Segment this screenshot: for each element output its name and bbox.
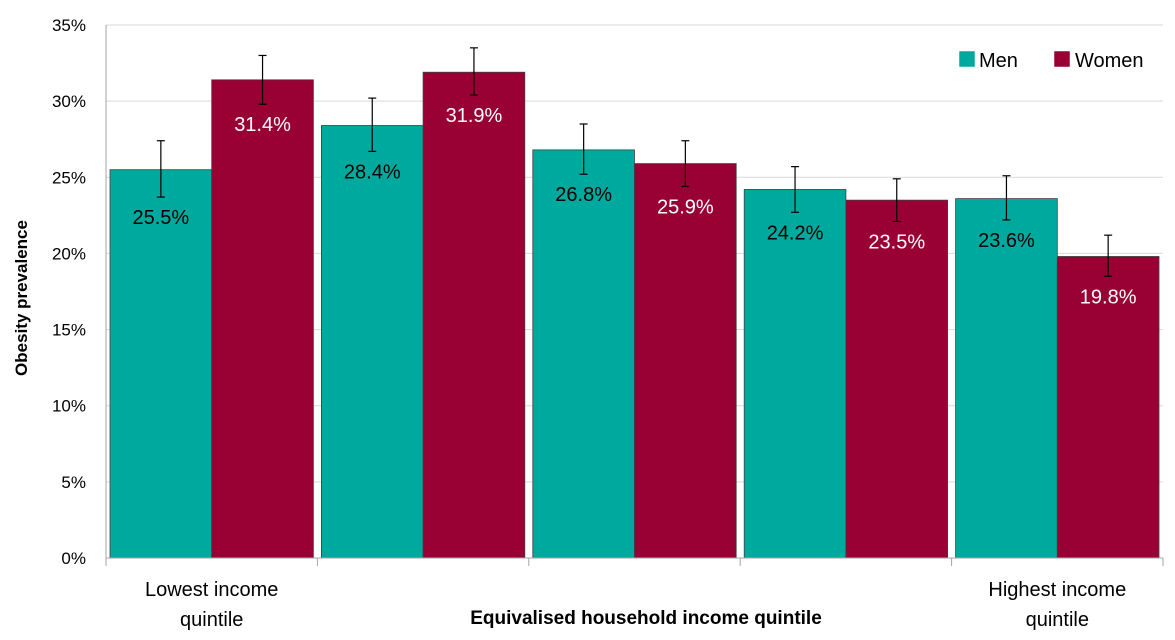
legend-label-women: Women <box>1075 50 1144 72</box>
data-label: 25.5% <box>132 207 189 229</box>
x-category-label: Lowest income <box>145 579 278 601</box>
bar-women <box>422 71 526 559</box>
y-tick-label: 5% <box>61 473 86 492</box>
y-tick-label: 30% <box>52 92 86 111</box>
data-labels: 25.5% 28.4% 26.8% 24.2% 23.6% 31.4% 31.9% 25.9%… <box>132 105 1136 308</box>
data-label: 28.4% <box>344 161 401 183</box>
y-tick-label: 0% <box>61 549 86 568</box>
legend-label-men: Men <box>979 50 1018 72</box>
bar-women <box>211 79 314 559</box>
data-label: 23.6% <box>978 230 1035 252</box>
data-label: 19.8% <box>1080 286 1137 308</box>
y-tick-label: 25% <box>52 168 86 187</box>
x-category-label: quintile <box>180 609 243 631</box>
bar-men <box>955 198 1058 559</box>
data-label: 24.2% <box>767 222 824 244</box>
y-tick-label: 20% <box>52 244 86 263</box>
x-category-label: Highest income <box>988 579 1126 601</box>
x-axis-title: Equivalised household income quintile <box>470 608 822 629</box>
legend-swatch-men <box>958 50 976 68</box>
bar-men <box>743 189 847 559</box>
axes: 0% 5% 10% 15% 20% 25% 30% 35% Lowest income quint… <box>52 16 1164 631</box>
bar-men <box>532 149 635 559</box>
bar-women <box>634 163 737 559</box>
data-label: 31.9% <box>446 105 503 127</box>
data-label: 31.4% <box>234 114 291 136</box>
bar-women <box>1056 256 1160 559</box>
bar-women <box>845 199 949 559</box>
y-tick-label: 10% <box>52 397 86 416</box>
data-label: 26.8% <box>555 184 612 206</box>
bars <box>109 71 1160 559</box>
data-label: 25.9% <box>657 196 714 218</box>
legend: Men Women <box>958 50 1144 72</box>
x-category-label: quintile <box>1026 609 1089 631</box>
y-tick-label: 15% <box>52 321 86 340</box>
data-label: 23.5% <box>868 231 925 253</box>
legend-swatch-women <box>1053 50 1071 68</box>
error-bars <box>156 47 1113 277</box>
bar-men <box>320 125 424 559</box>
y-axis-title: Obesity prevalence <box>12 220 31 376</box>
y-tick-label: 35% <box>52 16 86 35</box>
